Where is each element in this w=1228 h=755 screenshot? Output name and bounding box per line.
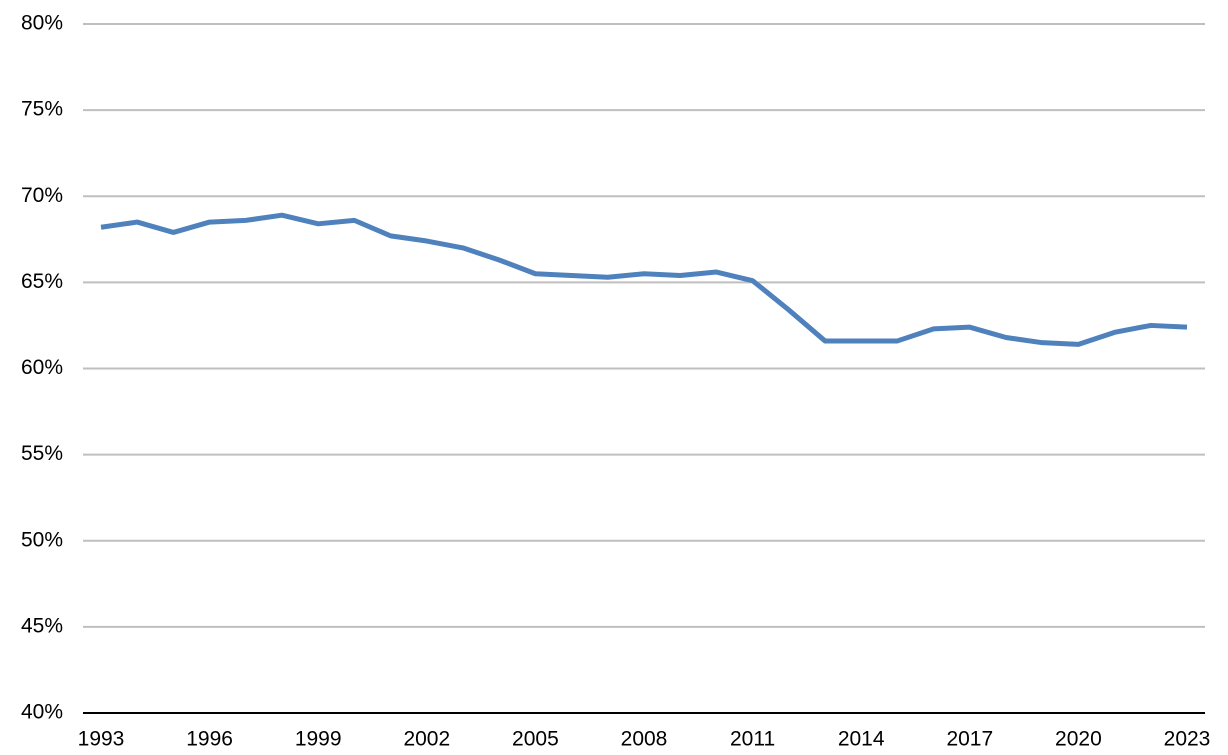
y-tick-label: 70% xyxy=(21,184,63,207)
x-tick-label: 2014 xyxy=(838,728,885,751)
y-tick-label: 65% xyxy=(21,270,63,293)
x-tick-label: 2005 xyxy=(512,728,559,751)
y-tick-label: 60% xyxy=(21,356,63,379)
y-tick-label: 40% xyxy=(21,701,63,724)
x-tick-label: 2017 xyxy=(946,728,993,751)
y-tick-label: 75% xyxy=(21,98,63,121)
x-tick-label: 1993 xyxy=(78,728,125,751)
y-tick-label: 45% xyxy=(21,614,63,637)
x-tick-label: 2020 xyxy=(1055,728,1102,751)
y-tick-label: 80% xyxy=(21,12,63,35)
y-tick-label: 50% xyxy=(21,528,63,551)
x-tick-label: 1999 xyxy=(295,728,342,751)
x-tick-label: 1996 xyxy=(186,728,233,751)
x-tick-label: 2011 xyxy=(730,728,775,751)
x-tick-label: 2008 xyxy=(621,728,668,751)
x-tick-label: 2023 xyxy=(1164,728,1211,751)
y-tick-label: 55% xyxy=(21,442,63,465)
data-line xyxy=(100,212,1188,347)
x-tick-label: 2002 xyxy=(403,728,450,751)
